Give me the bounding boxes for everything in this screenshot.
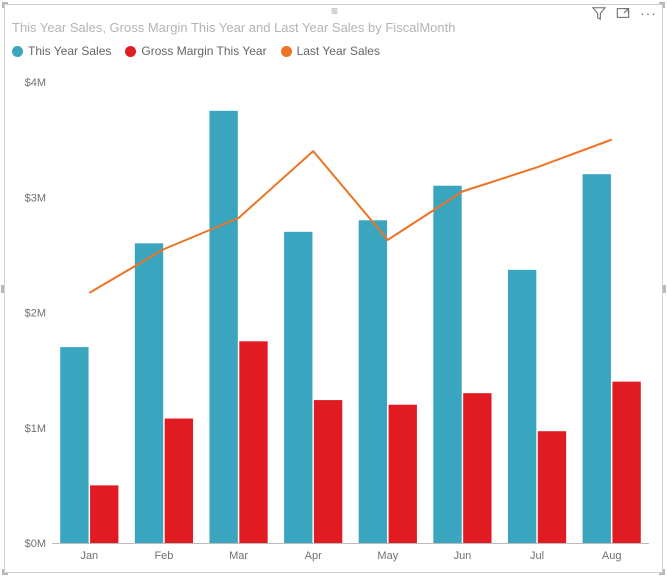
x-tick-label: Apr	[305, 550, 322, 562]
y-tick-label: $0M	[25, 538, 46, 550]
x-tick-label: Mar	[229, 550, 248, 562]
bar[interactable]	[239, 341, 267, 543]
x-tick-label: Jun	[454, 550, 472, 562]
resize-handle-bl[interactable]	[2, 569, 8, 575]
chart-title: This Year Sales, Gross Margin This Year …	[12, 20, 655, 35]
chart-plot: $0M $1M $2M $3M $4M Jan Feb Mar Apr May Jun Jul Aug	[12, 68, 655, 567]
filter-icon[interactable]	[592, 6, 606, 20]
legend-item[interactable]: This Year Sales	[12, 44, 111, 58]
bar[interactable]	[612, 382, 640, 543]
legend-item[interactable]: Last Year Sales	[281, 44, 380, 58]
bar[interactable]	[165, 419, 193, 543]
bar[interactable]	[508, 270, 536, 543]
bar[interactable]	[463, 393, 491, 543]
x-tick-label: May	[377, 550, 398, 562]
legend-swatch	[12, 46, 23, 57]
focus-mode-icon[interactable]	[616, 6, 630, 20]
bar[interactable]	[284, 232, 312, 543]
legend-label: Last Year Sales	[297, 44, 380, 58]
x-tick-label: Feb	[154, 550, 173, 562]
legend-swatch	[281, 46, 292, 57]
bar[interactable]	[389, 405, 417, 543]
y-tick-label: $3M	[25, 192, 46, 204]
bar[interactable]	[60, 347, 88, 543]
bar[interactable]	[538, 431, 566, 543]
y-tick-label: $2M	[25, 308, 46, 320]
more-options-icon[interactable]: ···	[640, 5, 657, 21]
x-tick-label: Jan	[80, 550, 98, 562]
y-tick-label: $4M	[25, 77, 46, 89]
x-tick-label: Jul	[530, 550, 544, 562]
resize-handle-mr[interactable]	[663, 285, 666, 293]
legend-swatch	[125, 46, 136, 57]
x-tick-label: Aug	[602, 550, 622, 562]
legend-label: Gross Margin This Year	[141, 44, 266, 58]
bar[interactable]	[90, 485, 118, 543]
bar[interactable]	[314, 400, 342, 543]
legend-item[interactable]: Gross Margin This Year	[125, 44, 266, 58]
bar[interactable]	[209, 111, 237, 543]
bar[interactable]	[359, 220, 387, 543]
legend-label: This Year Sales	[28, 44, 111, 58]
bar[interactable]	[433, 186, 461, 543]
y-tick-label: $1M	[25, 423, 46, 435]
drag-handle-icon[interactable]: ≡	[331, 4, 336, 18]
bar[interactable]	[583, 174, 611, 543]
resize-handle-br[interactable]	[659, 569, 665, 575]
resize-handle-ml[interactable]	[1, 285, 4, 293]
bar[interactable]	[135, 243, 163, 543]
legend: This Year Sales Gross Margin This Year L…	[12, 44, 380, 58]
